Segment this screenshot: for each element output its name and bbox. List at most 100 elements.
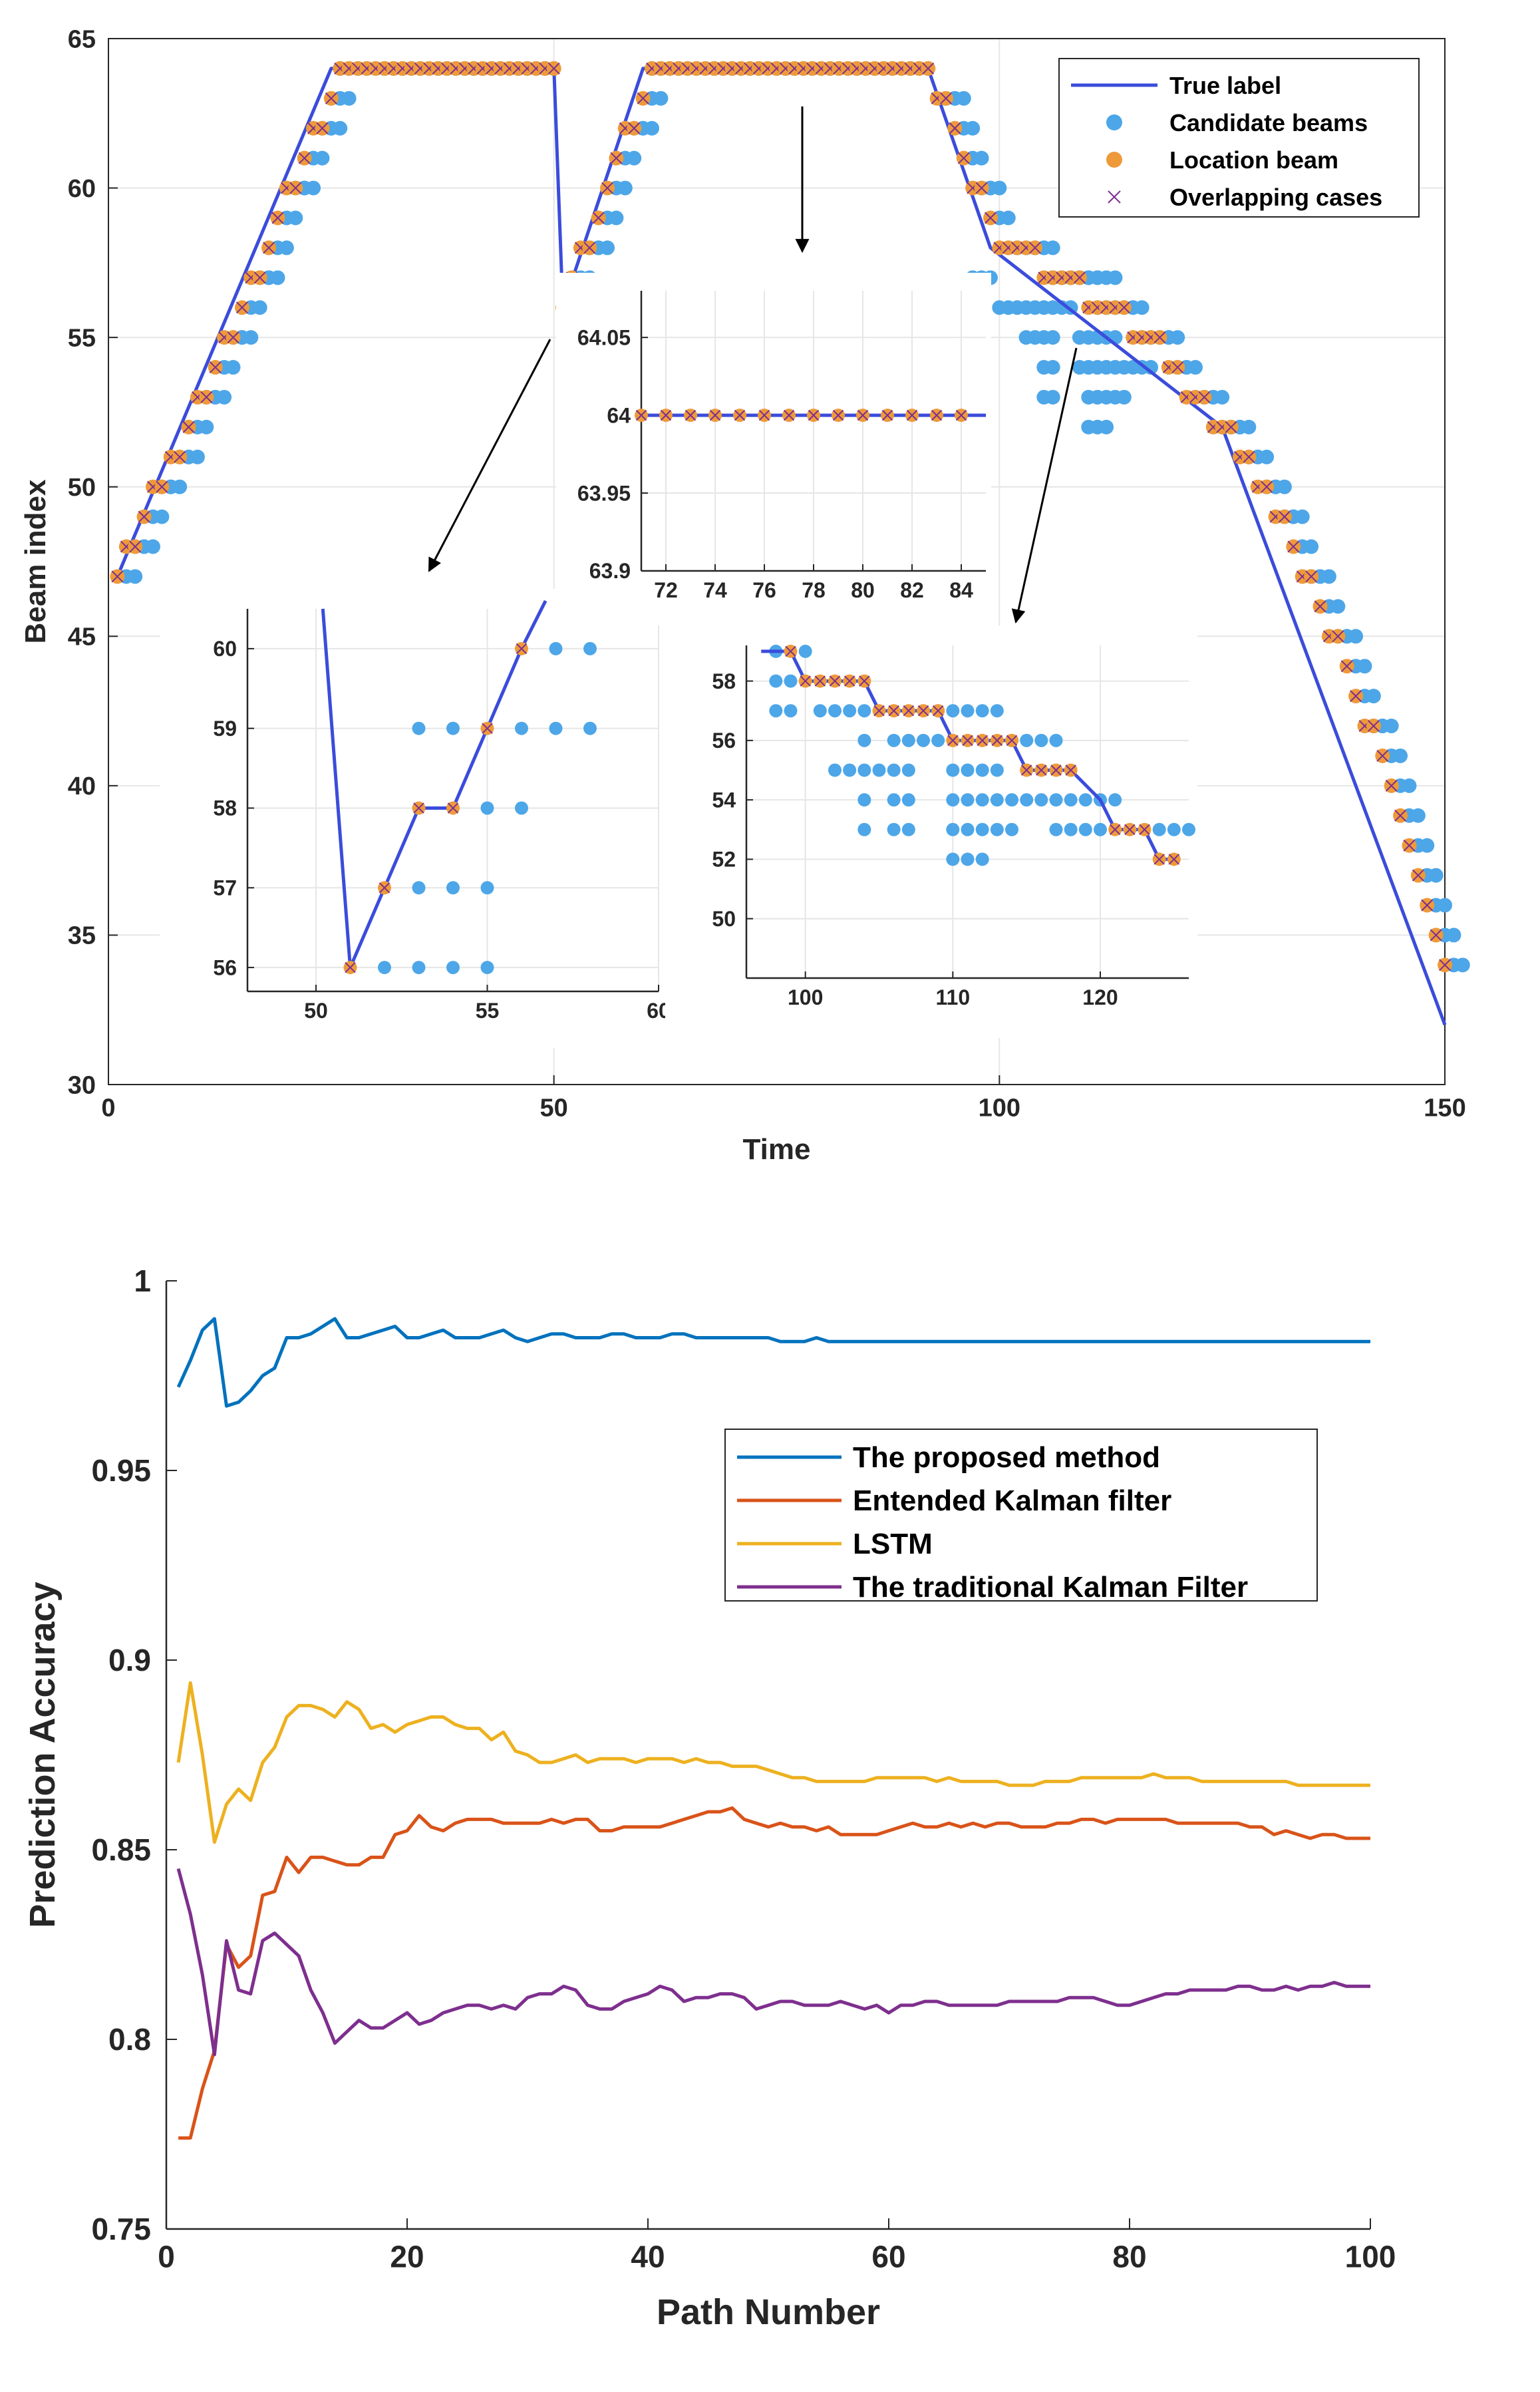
- inset-right-candidate-beam-point: [990, 793, 1004, 807]
- main-candidate-beam-point: [217, 389, 232, 405]
- main-x-tick-label: 100: [979, 1095, 1020, 1122]
- inset-left-candidate-beam-point: [515, 721, 528, 735]
- main-candidate-beam-point: [965, 120, 981, 136]
- main-overlap-marker: [1278, 510, 1291, 523]
- main-y-tick-label: 30: [68, 1071, 96, 1099]
- inset-right-candidate-beam-point: [961, 704, 975, 718]
- main-overlap-marker: [547, 62, 560, 75]
- main-overlap-marker: [289, 182, 302, 194]
- inset-right-x-tick-label: 120: [1082, 985, 1118, 1009]
- inset-right-candidate-beam-point: [1108, 793, 1122, 807]
- main-overlap-marker: [1332, 630, 1344, 643]
- main-y-axis-label: Beam index: [19, 479, 52, 644]
- inset-center-x-tick-label: 82: [900, 578, 924, 602]
- inset-right-overlap-marker: [1065, 765, 1076, 776]
- main-overlap-marker: [922, 62, 935, 75]
- main-candidate-beam-point: [1295, 509, 1310, 524]
- inset-left-candidate-beam-point: [549, 721, 563, 735]
- inset-right-candidate-beam-point: [1034, 793, 1048, 807]
- main-candidate-beam-point: [1420, 838, 1435, 853]
- inset-right-candidate-beam-point: [828, 704, 842, 718]
- main-overlap-marker: [1198, 391, 1211, 403]
- inset-right-overlap-marker: [1050, 765, 1062, 776]
- main-candidate-beam-point: [1187, 360, 1203, 375]
- inset-left-y-tick-label: 57: [213, 876, 237, 900]
- main-overlap-marker: [637, 92, 649, 104]
- inset-right-y-tick-label: 56: [712, 729, 736, 753]
- main-candidate-beam-point: [1170, 330, 1185, 345]
- inset-center-overlap-marker: [881, 409, 893, 421]
- inset-right-x-tick-label: 110: [936, 985, 971, 1009]
- inset-right-candidate-beam-point: [887, 733, 901, 747]
- main-overlap-marker: [957, 152, 970, 164]
- acc-y-tick-label: 0.95: [91, 1453, 151, 1488]
- inset-right-candidate-beam-point: [1078, 793, 1092, 807]
- inset-center-overlap-marker: [709, 409, 721, 421]
- inset-right-candidate-beam-point: [857, 793, 871, 807]
- inset-center-overlap-marker: [808, 409, 820, 421]
- inset-right-overlap-marker: [903, 705, 915, 717]
- inset-right-candidate-beam-point: [872, 763, 886, 777]
- main-overlap-marker: [1154, 331, 1166, 344]
- main-candidate-beam-point: [1116, 389, 1132, 405]
- inset-right-candidate-beam-point: [975, 852, 989, 866]
- main-overlap-marker: [610, 152, 623, 164]
- inset-center-overlap-marker: [931, 409, 943, 421]
- inset-right-candidate-beam-point: [975, 763, 989, 777]
- main-candidate-beam-point: [1215, 389, 1230, 405]
- main-candidate-beam-point: [252, 300, 267, 315]
- inset-center-overlap-marker: [734, 409, 746, 421]
- main-overlap-marker: [138, 510, 150, 523]
- inset-right-candidate-beam-point: [1182, 822, 1195, 836]
- inset-left-candidate-beam-point: [583, 641, 597, 655]
- main-candidate-beam-point: [1277, 479, 1292, 494]
- main-overlap-marker: [1430, 929, 1442, 941]
- main-candidate-beam-point: [1330, 599, 1346, 614]
- acc-series-line-proposed: [176, 1317, 1370, 1408]
- main-overlap-marker: [1439, 959, 1451, 971]
- inset-right-overlap-marker: [1168, 854, 1180, 865]
- main-candidate-beam-point: [1455, 957, 1470, 973]
- main-candidate-beam-point: [644, 120, 659, 136]
- acc-y-tick-label: 0.9: [108, 1643, 151, 1677]
- legend2-entry-label: The proposed method: [853, 1441, 1160, 1474]
- main-candidate-beam-point: [1438, 898, 1452, 913]
- inset-right-candidate-beam-point: [1064, 793, 1078, 807]
- inset-right-overlap-marker: [1109, 824, 1121, 835]
- inset-center-x-tick-label: 74: [703, 578, 727, 602]
- inset-right-candidate-beam-point: [901, 822, 915, 836]
- inset-right-overlap-marker: [859, 675, 870, 687]
- main-candidate-beam-point: [270, 270, 285, 285]
- inset-right-overlap-marker: [932, 705, 944, 717]
- inset-center-overlap-marker: [857, 409, 869, 421]
- main-candidate-beam-point: [333, 120, 348, 136]
- main-overlap-marker: [129, 540, 142, 553]
- main-candidate-beam-point: [1304, 539, 1319, 554]
- inset-center-overlap-marker: [685, 409, 696, 421]
- inset-right-candidate-beam-point: [843, 763, 857, 777]
- acc-x-tick-label: 20: [390, 2240, 424, 2274]
- legend2-entry-label: LSTM: [853, 1528, 933, 1560]
- acc-series-line-kalman: [176, 1868, 1370, 2057]
- inset-left-overlap-marker: [345, 961, 356, 973]
- main-y-tick-label: 55: [68, 324, 96, 352]
- accuracy-chart: 0 20 40 60 80 100 0.75 0.8 0.85 0.9 0.95 1 Path Numb…: [23, 1264, 1396, 2332]
- inset-right-candidate-beam-point: [769, 674, 783, 688]
- acc-series-line-ekf: [178, 1806, 1370, 2140]
- inset-right-candidate-beam-point: [901, 763, 915, 777]
- main-candidate-beam-point: [145, 539, 160, 554]
- main-y-tick-label: 50: [68, 474, 96, 502]
- main-overlap-marker: [628, 122, 641, 134]
- main-candidate-beam-point: [992, 180, 1007, 196]
- inset-right-candidate-beam-point: [784, 674, 798, 688]
- inset-left-candidate-beam-point: [412, 881, 426, 895]
- inset-left-y-tick-label: 56: [213, 955, 237, 979]
- inset-right-candidate-beam-point: [784, 704, 798, 718]
- inset-right-overlap-marker: [962, 735, 973, 747]
- inset-right-candidate-beam-point: [1049, 733, 1063, 747]
- inset-right-candidate-beam-point: [1167, 822, 1181, 836]
- inset-right-candidate-beam-point: [887, 763, 901, 777]
- main-candidate-beam-point: [1366, 689, 1381, 704]
- inset-center-x-tick-label: 80: [851, 578, 875, 602]
